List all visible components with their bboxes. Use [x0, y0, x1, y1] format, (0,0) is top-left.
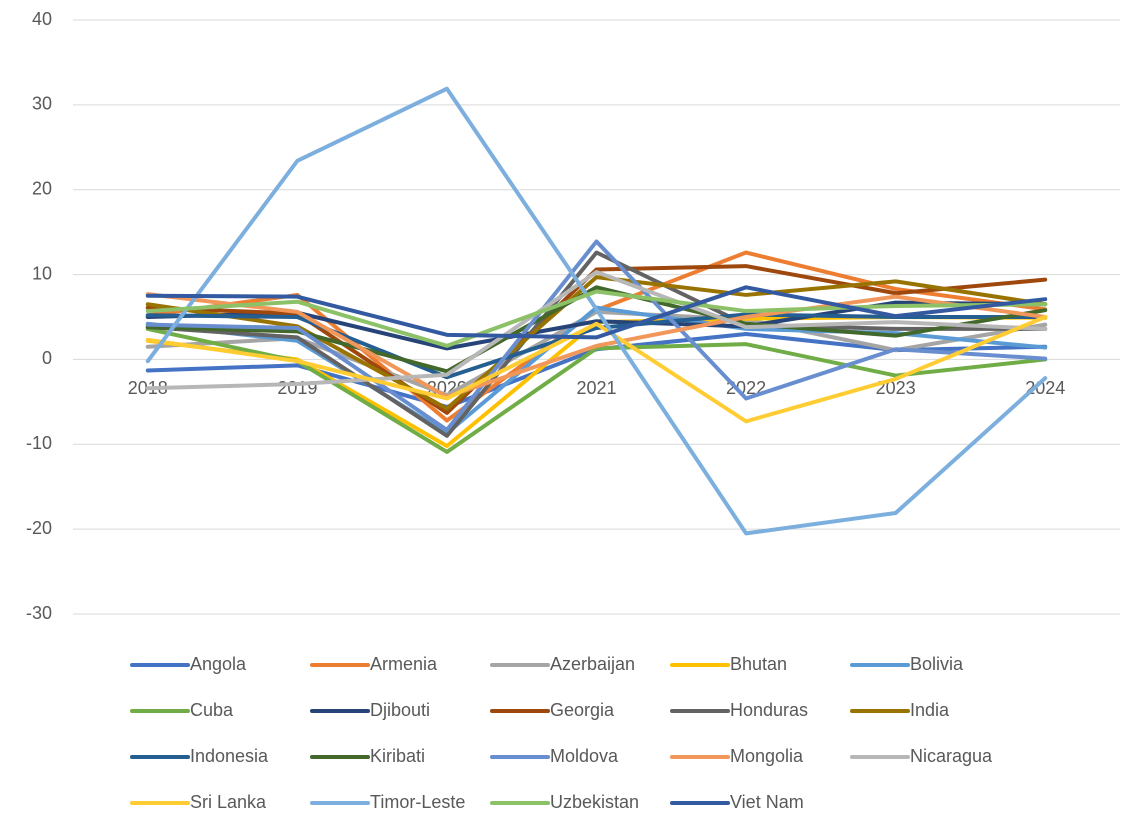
y-tick-label: -20: [26, 518, 52, 538]
y-tick-label: 30: [32, 94, 52, 114]
y-tick-label: -30: [26, 603, 52, 623]
legend-label: Kiribati: [370, 746, 425, 766]
series-line: [145, 239, 1048, 432]
series-line: [145, 285, 1048, 340]
legend-label: Viet Nam: [730, 792, 804, 812]
legend-label: Bhutan: [730, 654, 787, 674]
legend-label: Armenia: [370, 654, 438, 674]
legend-label: Angola: [190, 654, 247, 674]
legend-label: Timor-Leste: [370, 792, 465, 812]
legend-label: Sri Lanka: [190, 792, 267, 812]
y-tick-label: 20: [32, 178, 52, 198]
legend-label: Cuba: [190, 700, 234, 720]
series-line: [145, 289, 1048, 348]
legend-label: Azerbaijan: [550, 654, 635, 674]
legend-label: Mongolia: [730, 746, 804, 766]
legend-label: Bolivia: [910, 654, 964, 674]
series-line: [145, 292, 1048, 399]
series-line: [145, 315, 1048, 424]
legend-label: Uzbekistan: [550, 792, 639, 812]
legend-label: Djibouti: [370, 700, 430, 720]
x-tick-label: 2024: [1025, 378, 1065, 398]
legend-label: Indonesia: [190, 746, 269, 766]
y-tick-label: -10: [26, 433, 52, 453]
legend-label: Nicaragua: [910, 746, 993, 766]
series-line: [145, 270, 1048, 391]
y-tick-label: 40: [32, 9, 52, 29]
y-tick-label: 10: [32, 263, 52, 283]
series-line: [145, 285, 1048, 374]
series-line: [145, 86, 1048, 536]
legend-label: Georgia: [550, 700, 615, 720]
y-tick-label: 0: [42, 348, 52, 368]
legend-label: India: [910, 700, 950, 720]
legend-label: Moldova: [550, 746, 619, 766]
series-line: [145, 250, 1048, 438]
x-tick-label: 2021: [576, 378, 616, 398]
legend-label: Honduras: [730, 700, 808, 720]
